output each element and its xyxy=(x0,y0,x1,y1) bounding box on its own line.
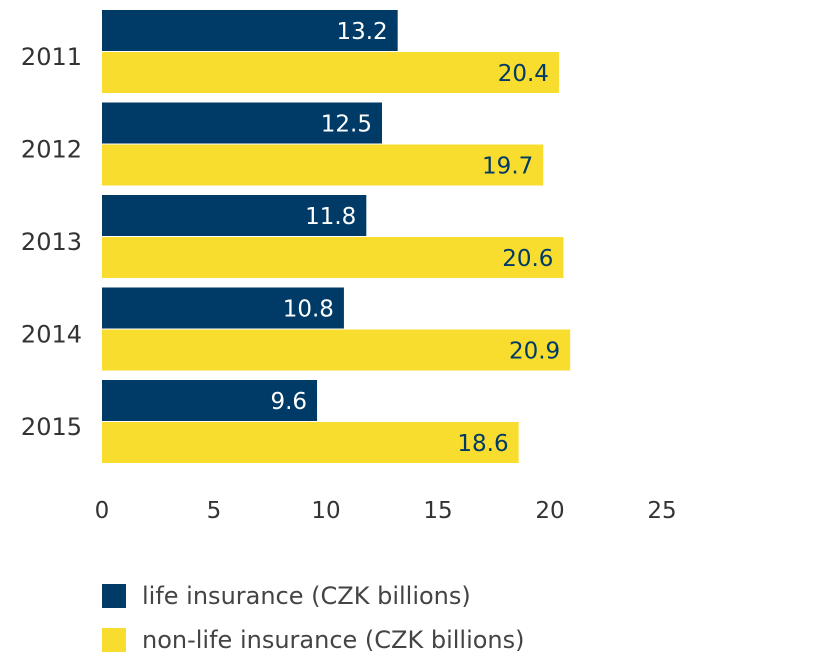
data-label: 10.8 xyxy=(283,297,334,323)
legend-label: life insurance (CZK billions) xyxy=(142,582,471,610)
bar-non-life xyxy=(102,144,544,186)
data-label: 19.7 xyxy=(482,154,533,180)
x-tick-label: 15 xyxy=(423,498,452,524)
bar-non-life xyxy=(102,329,571,371)
data-label: 20.6 xyxy=(502,246,553,272)
data-label: 11.8 xyxy=(305,204,356,230)
data-label: 20.9 xyxy=(509,339,560,365)
bar-life xyxy=(102,102,382,144)
x-tick-label: 10 xyxy=(311,498,340,524)
category-label: 2012 xyxy=(21,136,82,164)
x-tick-label: 5 xyxy=(207,498,222,524)
data-label: 12.5 xyxy=(321,112,372,138)
bar-life xyxy=(102,287,344,329)
legend-swatch xyxy=(102,628,126,652)
data-label: 20.4 xyxy=(498,61,549,87)
legend-label: non-life insurance (CZK billions) xyxy=(142,626,525,654)
bar-life xyxy=(102,10,398,51)
category-label: 2013 xyxy=(21,228,82,256)
bar-non-life xyxy=(102,422,519,463)
legend-swatch xyxy=(102,584,126,608)
category-label: 2011 xyxy=(21,43,82,71)
category-label: 2014 xyxy=(21,321,82,349)
bar-non-life xyxy=(102,52,559,93)
bar-non-life xyxy=(102,237,564,278)
x-tick-label: 20 xyxy=(535,498,564,524)
data-label: 9.6 xyxy=(270,389,307,415)
bar-life xyxy=(102,195,367,236)
data-label: 13.2 xyxy=(336,19,387,45)
x-tick-label: 25 xyxy=(647,498,676,524)
category-label: 2015 xyxy=(21,413,82,441)
x-tick-label: 0 xyxy=(95,498,110,524)
data-label: 18.6 xyxy=(457,431,508,457)
bar-life xyxy=(102,380,318,421)
